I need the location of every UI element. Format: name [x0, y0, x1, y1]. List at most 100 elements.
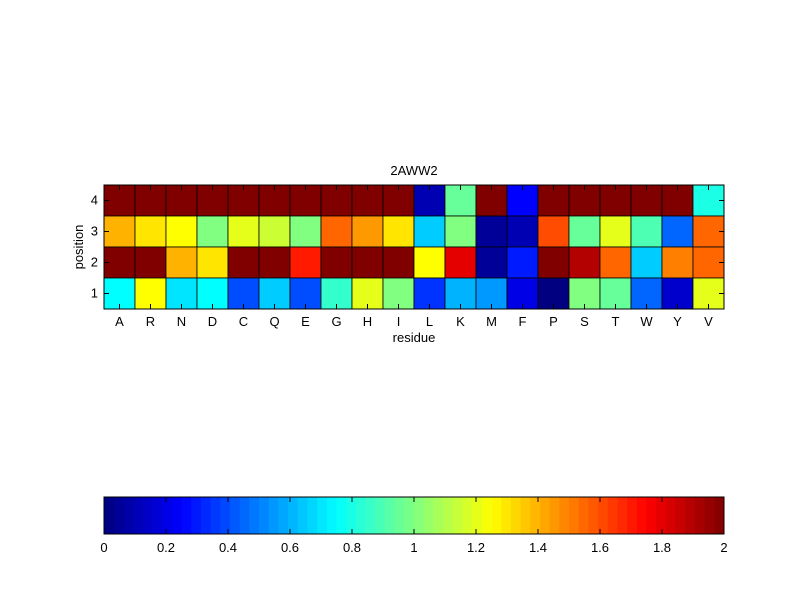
- heatmap-cell: [506, 215, 539, 248]
- heatmap-cell: [165, 246, 198, 279]
- colorbar-step: [404, 497, 415, 534]
- heatmap-cell: [475, 277, 508, 310]
- x-tick-label: L: [426, 314, 433, 329]
- heatmap-cell: [103, 215, 136, 248]
- x-tick-label: G: [331, 314, 341, 329]
- colorbar-step: [520, 497, 531, 534]
- heatmap-cell: [630, 184, 663, 217]
- y-tick-label: 4: [91, 193, 98, 208]
- heatmap-cell: [382, 184, 415, 217]
- colorbar-step: [317, 497, 328, 534]
- colorbar-step: [375, 497, 386, 534]
- heatmap-frame: [103, 184, 725, 310]
- heatmap-cell: [351, 246, 384, 279]
- colorbar-step: [510, 497, 522, 534]
- x-tick-label: H: [363, 314, 372, 329]
- colorbar-step: [578, 497, 589, 534]
- colorbar-ticks: 0 0.2 0.4 0.6 0.8 1 1.2 1.4 1.6 1.8 2: [100, 497, 728, 555]
- colorbar-step: [433, 497, 444, 534]
- colorbar-step: [142, 497, 153, 534]
- colorbar-step: [452, 497, 463, 534]
- colorbar-step: [171, 497, 182, 534]
- heatmap-cell: [382, 215, 415, 248]
- colorbar-tick-label: 0: [100, 540, 107, 555]
- colorbar-step: [181, 497, 192, 534]
- heatmap-cell: [320, 246, 353, 279]
- colorbar-step: [288, 497, 299, 534]
- colorbar-step: [472, 497, 483, 534]
- colorbar-tick-label: 1.6: [591, 540, 609, 555]
- heatmap-cell: [475, 215, 508, 248]
- colorbar-step: [423, 497, 434, 534]
- heatmap-cell: [258, 246, 291, 279]
- colorbar-step: [239, 497, 250, 534]
- x-axis-label: residue: [393, 330, 436, 345]
- heatmap-cell: [599, 246, 632, 279]
- x-tick-label: K: [456, 314, 465, 329]
- colorbar-step: [694, 497, 706, 534]
- heatmap-cell: [289, 277, 322, 310]
- colorbar-step: [414, 497, 425, 534]
- colorbar-step: [627, 497, 638, 534]
- colorbar-tick-label: 2: [720, 540, 727, 555]
- y-tick-label: 3: [91, 224, 98, 239]
- x-tick-label: A: [115, 314, 124, 329]
- heatmap-cell: [258, 215, 291, 248]
- colorbar-step: [501, 497, 512, 534]
- x-tick-label: N: [177, 314, 186, 329]
- heatmap-cell: [196, 215, 229, 248]
- colorbar-step: [462, 497, 473, 534]
- heatmap-cell: [568, 277, 601, 310]
- heatmap-cell: [227, 246, 260, 279]
- colorbar-step: [162, 497, 173, 534]
- heatmap-cell: [258, 184, 291, 217]
- heatmap-cell: [165, 277, 198, 310]
- heatmap-cell: [351, 215, 384, 248]
- heatmap-cell: [692, 184, 725, 217]
- x-tick-label: P: [549, 314, 558, 329]
- colorbar-step: [123, 497, 134, 534]
- colorbar-step: [714, 497, 725, 534]
- colorbar-step: [268, 497, 279, 534]
- heatmap-cell: [599, 215, 632, 248]
- heatmap-cell: [537, 215, 570, 248]
- colorbar-step: [104, 497, 115, 534]
- heatmap-cell: [196, 246, 229, 279]
- colorbar-step: [152, 497, 163, 534]
- heatmap-cell: [661, 184, 694, 217]
- heatmap-cell: [692, 215, 725, 248]
- colorbar-tick-label: 1: [410, 540, 417, 555]
- y-axis-label: position: [71, 225, 86, 270]
- colorbar-step: [297, 497, 308, 534]
- colorbar-step: [665, 497, 677, 534]
- colorbar-step: [491, 497, 502, 534]
- heatmap-cell: [568, 246, 601, 279]
- x-tick-label: W: [640, 314, 653, 329]
- colorbar-step: [607, 497, 618, 534]
- colorbar-tick-label: 0.2: [157, 540, 175, 555]
- heatmap-cell: [134, 215, 167, 248]
- colorbar-step: [346, 497, 357, 534]
- heatmap-cell: [537, 246, 570, 279]
- x-tick-label: C: [239, 314, 248, 329]
- heatmap-cell: [196, 277, 229, 310]
- colorbar-step: [220, 497, 231, 534]
- heatmap-cell: [475, 246, 508, 279]
- colorbar-tick-label: 0.4: [219, 540, 237, 555]
- x-tick-label: S: [580, 314, 589, 329]
- colorbar-tick-label: 0.8: [343, 540, 361, 555]
- heatmap-cell: [506, 246, 539, 279]
- heatmap-cell: [444, 215, 477, 248]
- colorbar-step: [249, 497, 260, 534]
- heatmap-cell: [320, 215, 353, 248]
- heatmap-cell: [444, 246, 477, 279]
- colorbar-step: [481, 497, 492, 534]
- heatmap-cell: [568, 184, 601, 217]
- x-tick-label: F: [519, 314, 527, 329]
- colorbar-step: [278, 497, 289, 534]
- colorbar-step: [704, 497, 715, 534]
- colorbar-step: [598, 497, 609, 534]
- colorbar-tick-label: 1.4: [529, 540, 547, 555]
- colorbar-step: [559, 497, 570, 534]
